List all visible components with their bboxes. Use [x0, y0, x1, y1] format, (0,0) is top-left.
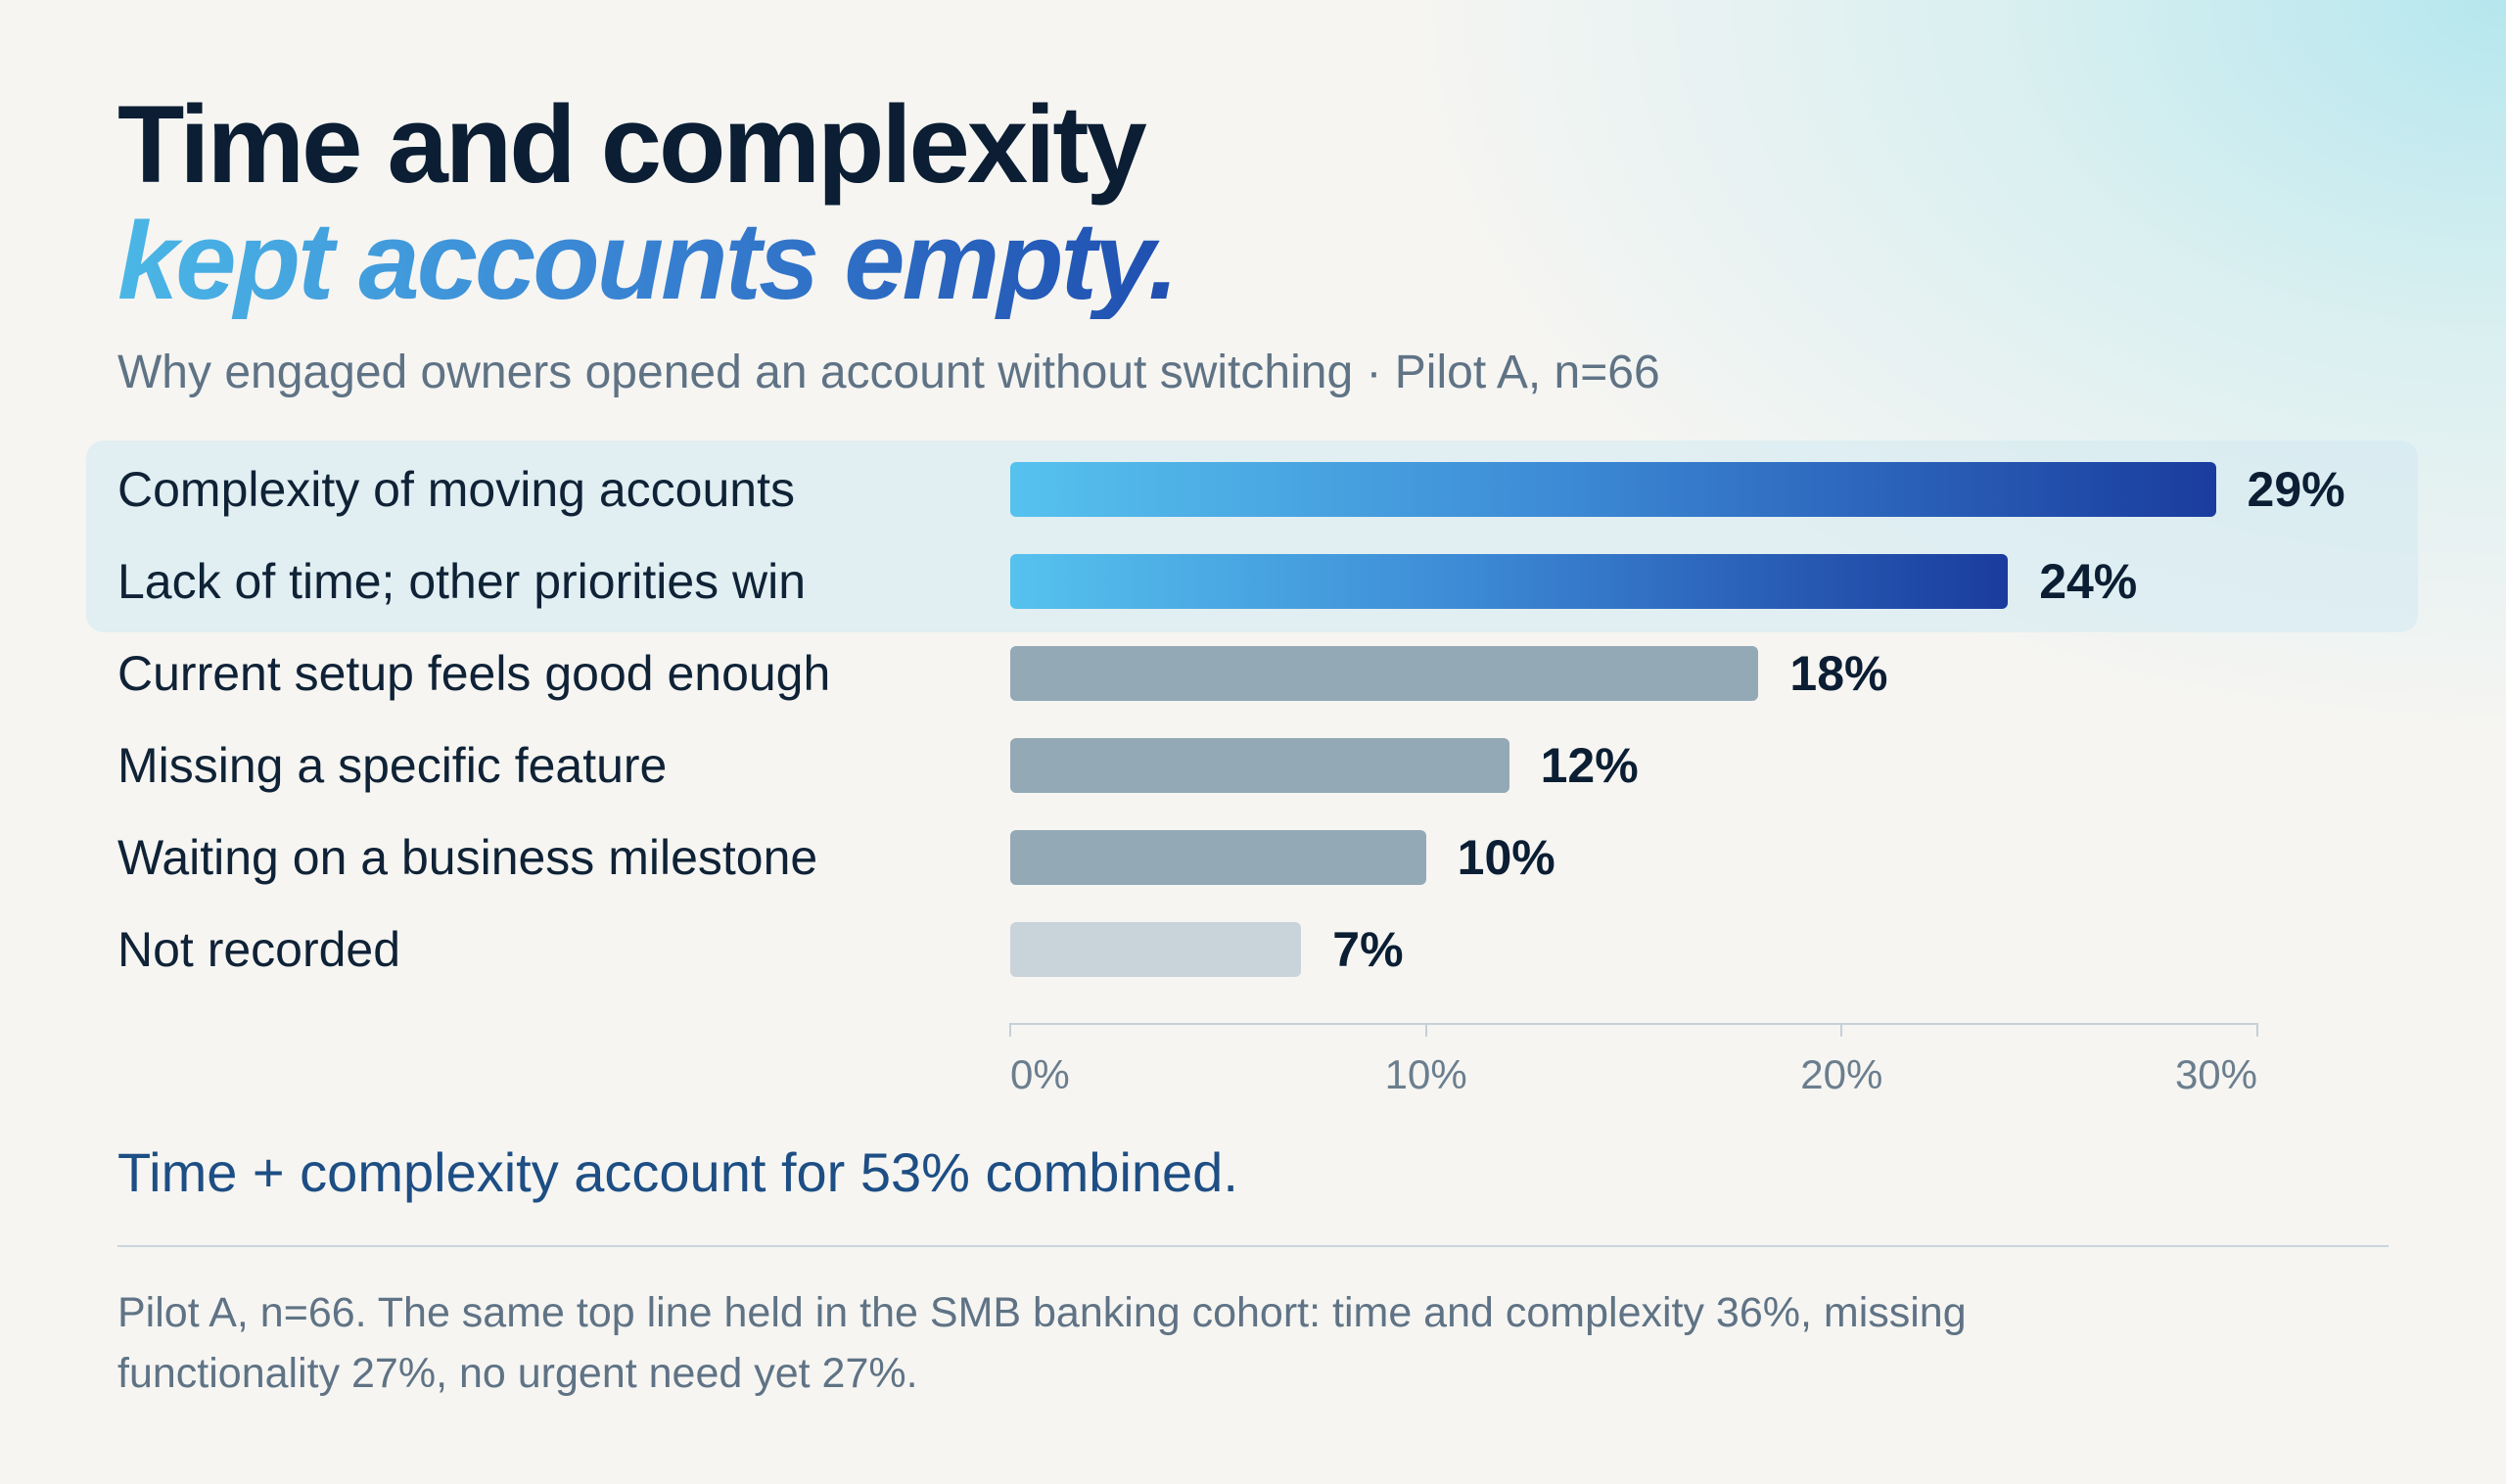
bar — [1010, 830, 1426, 885]
category-label: Missing a specific feature — [117, 738, 668, 793]
value-label: 12% — [1540, 738, 1639, 793]
x-tick — [1424, 1023, 1427, 1037]
x-tick-label: 0% — [1010, 1051, 1070, 1097]
category-label: Current setup feels good enough — [117, 646, 831, 701]
category-label: Waiting on a business milestone — [117, 830, 818, 885]
value-label: 10% — [1457, 830, 1555, 885]
value-label: 7% — [1332, 922, 1404, 977]
bar — [1010, 646, 1759, 701]
divider — [117, 1245, 2389, 1247]
chart-subtitle: Why engaged owners opened an account wit… — [117, 347, 1660, 398]
category-label: Complexity of moving accounts — [117, 462, 795, 517]
x-tick-label: 10% — [1384, 1051, 1467, 1097]
bar — [1010, 738, 1509, 793]
x-axis — [1010, 1023, 2257, 1025]
x-tick — [1840, 1023, 1843, 1037]
chart-title: Time and complexity — [117, 83, 1147, 206]
chart-title-emphasis: kept accounts empty. — [117, 200, 1179, 322]
x-tick — [2256, 1023, 2258, 1037]
bar — [1010, 462, 2216, 517]
value-label: 18% — [1789, 646, 1888, 701]
callout-text: Time + complexity account for 53% combin… — [117, 1141, 1238, 1203]
bar — [1010, 554, 2009, 609]
category-label: Lack of time; other priorities win — [117, 554, 807, 609]
x-tick-label: 30% — [2174, 1051, 2257, 1097]
value-label: 24% — [2039, 554, 2138, 609]
x-tick-label: 20% — [1800, 1051, 1883, 1097]
category-label: Not recorded — [117, 922, 401, 977]
footnote: Pilot A, n=66. The same top line held in… — [117, 1289, 1967, 1397]
bar — [1010, 922, 1302, 977]
value-label: 29% — [2247, 462, 2345, 517]
x-tick — [1009, 1023, 1011, 1037]
